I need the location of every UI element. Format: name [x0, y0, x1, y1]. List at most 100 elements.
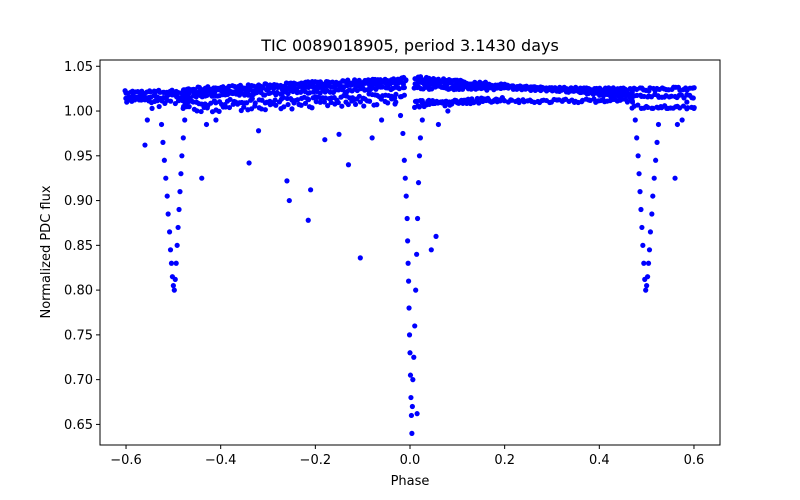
data-point: [471, 99, 477, 105]
data-point: [408, 412, 415, 419]
data-point: [230, 101, 236, 107]
data-point: [252, 103, 258, 109]
x-tick-label: 0.4: [589, 453, 610, 468]
data-point: [519, 87, 525, 93]
data-point: [433, 233, 439, 239]
data-point: [227, 96, 233, 103]
data-point: [165, 211, 171, 217]
data-point: [651, 175, 657, 181]
data-point: [181, 88, 187, 95]
data-point: [685, 105, 691, 111]
data-point: [414, 411, 420, 417]
data-point: [379, 117, 385, 123]
data-point: [645, 104, 651, 111]
data-point: [501, 97, 507, 103]
data-point: [345, 101, 351, 108]
data-point: [502, 81, 508, 87]
data-point: [393, 99, 399, 105]
data-point: [409, 403, 415, 410]
data-point: [516, 99, 522, 106]
data-point: [369, 135, 375, 141]
data-point: [636, 171, 642, 177]
data-point: [374, 102, 380, 108]
data-point: [130, 91, 136, 97]
data-point: [156, 103, 162, 110]
data-point: [226, 104, 233, 111]
data-point: [179, 153, 185, 159]
data-point: [647, 229, 654, 235]
data-point: [204, 105, 210, 111]
data-point: [317, 99, 323, 105]
data-point: [404, 215, 410, 222]
data-point: [435, 121, 441, 128]
data-point: [414, 215, 421, 222]
data-point: [262, 107, 268, 113]
data-point: [357, 99, 364, 105]
data-point: [646, 247, 653, 253]
data-point: [241, 104, 247, 110]
data-point: [161, 157, 167, 163]
data-point: [405, 260, 411, 266]
data-point: [635, 153, 641, 159]
data-point: [254, 89, 260, 96]
data-points: [122, 74, 697, 436]
data-point: [356, 93, 362, 99]
y-tick-label: 1.00: [64, 105, 93, 120]
data-point: [691, 105, 697, 111]
data-point: [644, 274, 651, 280]
y-tick-label: 0.95: [64, 149, 93, 164]
data-point: [396, 86, 402, 92]
data-point: [474, 95, 480, 102]
data-point: [305, 97, 312, 103]
data-point: [216, 108, 222, 114]
data-point: [194, 108, 200, 114]
data-point: [142, 142, 148, 148]
x-tick-label: −0.6: [110, 453, 142, 468]
data-point: [401, 157, 407, 163]
data-point: [321, 99, 327, 105]
y-tick-label: 0.75: [64, 328, 93, 343]
data-point: [160, 139, 166, 145]
data-point: [402, 175, 408, 181]
data-point: [173, 260, 179, 266]
data-point: [137, 89, 143, 95]
data-point: [325, 103, 331, 109]
data-point: [413, 287, 419, 293]
data-point: [637, 189, 643, 195]
y-tick-label: 1.05: [64, 60, 93, 75]
data-point: [149, 105, 155, 111]
data-point: [691, 85, 697, 91]
data-point: [153, 97, 159, 103]
data-point: [177, 189, 183, 195]
data-point: [459, 86, 466, 92]
data-point: [199, 175, 205, 181]
data-point: [401, 92, 407, 98]
data-point: [428, 247, 434, 253]
data-point: [349, 98, 355, 104]
data-point: [352, 101, 359, 107]
x-axis-label: Phase: [391, 474, 430, 489]
data-point: [410, 377, 416, 383]
data-point: [641, 260, 647, 266]
data-point: [421, 103, 427, 110]
data-point: [416, 104, 422, 110]
data-point: [449, 101, 455, 107]
data-point: [397, 112, 404, 119]
data-point: [389, 96, 395, 102]
data-point: [172, 276, 178, 282]
data-point: [415, 180, 422, 186]
data-point: [295, 97, 301, 103]
data-point: [142, 97, 148, 103]
data-point: [400, 130, 406, 137]
data-point: [357, 255, 363, 261]
data-point: [672, 175, 678, 181]
data-point: [405, 238, 411, 244]
data-point: [634, 135, 640, 141]
data-point: [345, 162, 352, 168]
data-point: [406, 332, 413, 338]
data-point: [638, 206, 644, 213]
data-point: [308, 187, 314, 193]
data-point: [213, 117, 219, 123]
